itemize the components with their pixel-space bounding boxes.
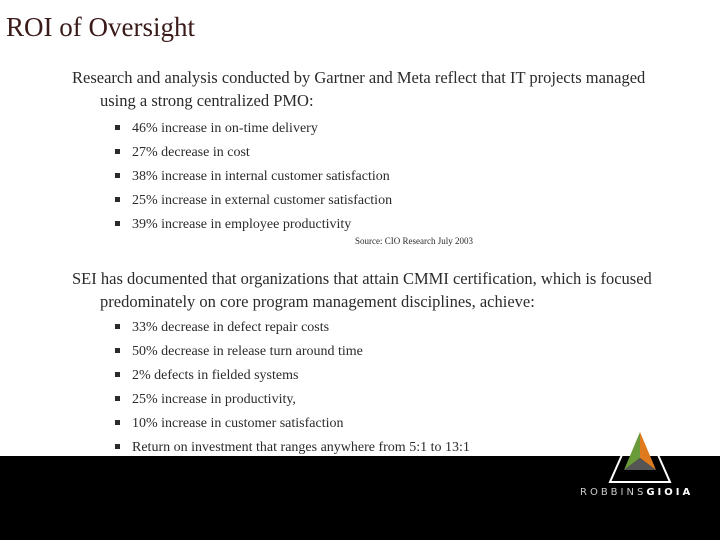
logo-first: ROBBINS — [580, 487, 647, 498]
bullet-dot — [115, 149, 120, 155]
bullet-item: 33% decrease in defect repair costs — [115, 320, 329, 336]
bullet-text: 2% defects in fielded systems — [132, 368, 299, 383]
bullet-dot — [115, 324, 120, 330]
bullet-item: Return on investment that ranges anywher… — [115, 440, 470, 456]
source-note: Source: CIO Research July 2003 — [355, 236, 473, 246]
logo-piece — [624, 458, 656, 470]
bullet-text: 27% decrease in cost — [132, 145, 250, 160]
bullet-dot — [115, 444, 120, 450]
bullet-dot — [115, 372, 120, 378]
bullet-dot — [115, 396, 120, 402]
bullet-item: 46% increase in on-time delivery — [115, 121, 318, 137]
logo-second: GIOIA — [646, 487, 694, 498]
bullet-dot — [115, 173, 120, 179]
bullet-text: 25% increase in external customer satisf… — [132, 193, 393, 208]
bullet-text: Return on investment that ranges anywher… — [132, 440, 470, 455]
bullet-text: 39% increase in employee productivity — [132, 217, 352, 232]
bullet-dot — [115, 221, 120, 227]
bullet-dot — [115, 125, 120, 131]
footer-band — [0, 456, 720, 540]
bullet-item: 38% increase in internal customer satisf… — [115, 169, 390, 185]
logo-text: ROBBINSGIOIA — [580, 487, 693, 498]
logo-piece — [640, 432, 656, 470]
bullet-dot — [115, 348, 120, 354]
bullet-item: 25% increase in productivity, — [115, 392, 296, 408]
bullet-item: 27% decrease in cost — [115, 145, 250, 161]
bullet-text: 38% increase in internal customer satisf… — [132, 169, 390, 184]
bullet-item: 50% decrease in release turn around time — [115, 344, 363, 360]
bullet-item: 10% increase in customer satisfaction — [115, 416, 343, 432]
bullet-item: 39% increase in employee productivity — [115, 217, 351, 233]
bullet-item: 2% defects in fielded systems — [115, 368, 298, 384]
bullet-text: 25% increase in productivity, — [132, 392, 296, 407]
logo-piece — [624, 432, 640, 470]
bullet-text: 10% increase in customer satisfaction — [132, 416, 344, 431]
logo-mark — [608, 412, 672, 483]
logo-outline — [608, 412, 672, 483]
bullet-text: 33% decrease in defect repair costs — [132, 320, 330, 335]
bullet-dot — [115, 420, 120, 426]
bullet-text: 50% decrease in release turn around time — [132, 344, 363, 359]
bullet-text: 46% increase in on-time delivery — [132, 121, 318, 136]
slide-title: ROI of Oversight — [6, 12, 195, 42]
bullet-dot — [115, 197, 120, 203]
section-intro: SEI has documented that organizations th… — [72, 269, 652, 311]
bullet-item: 25% increase in external customer satisf… — [115, 193, 392, 209]
section-intro: Research and analysis conducted by Gartn… — [72, 68, 646, 110]
